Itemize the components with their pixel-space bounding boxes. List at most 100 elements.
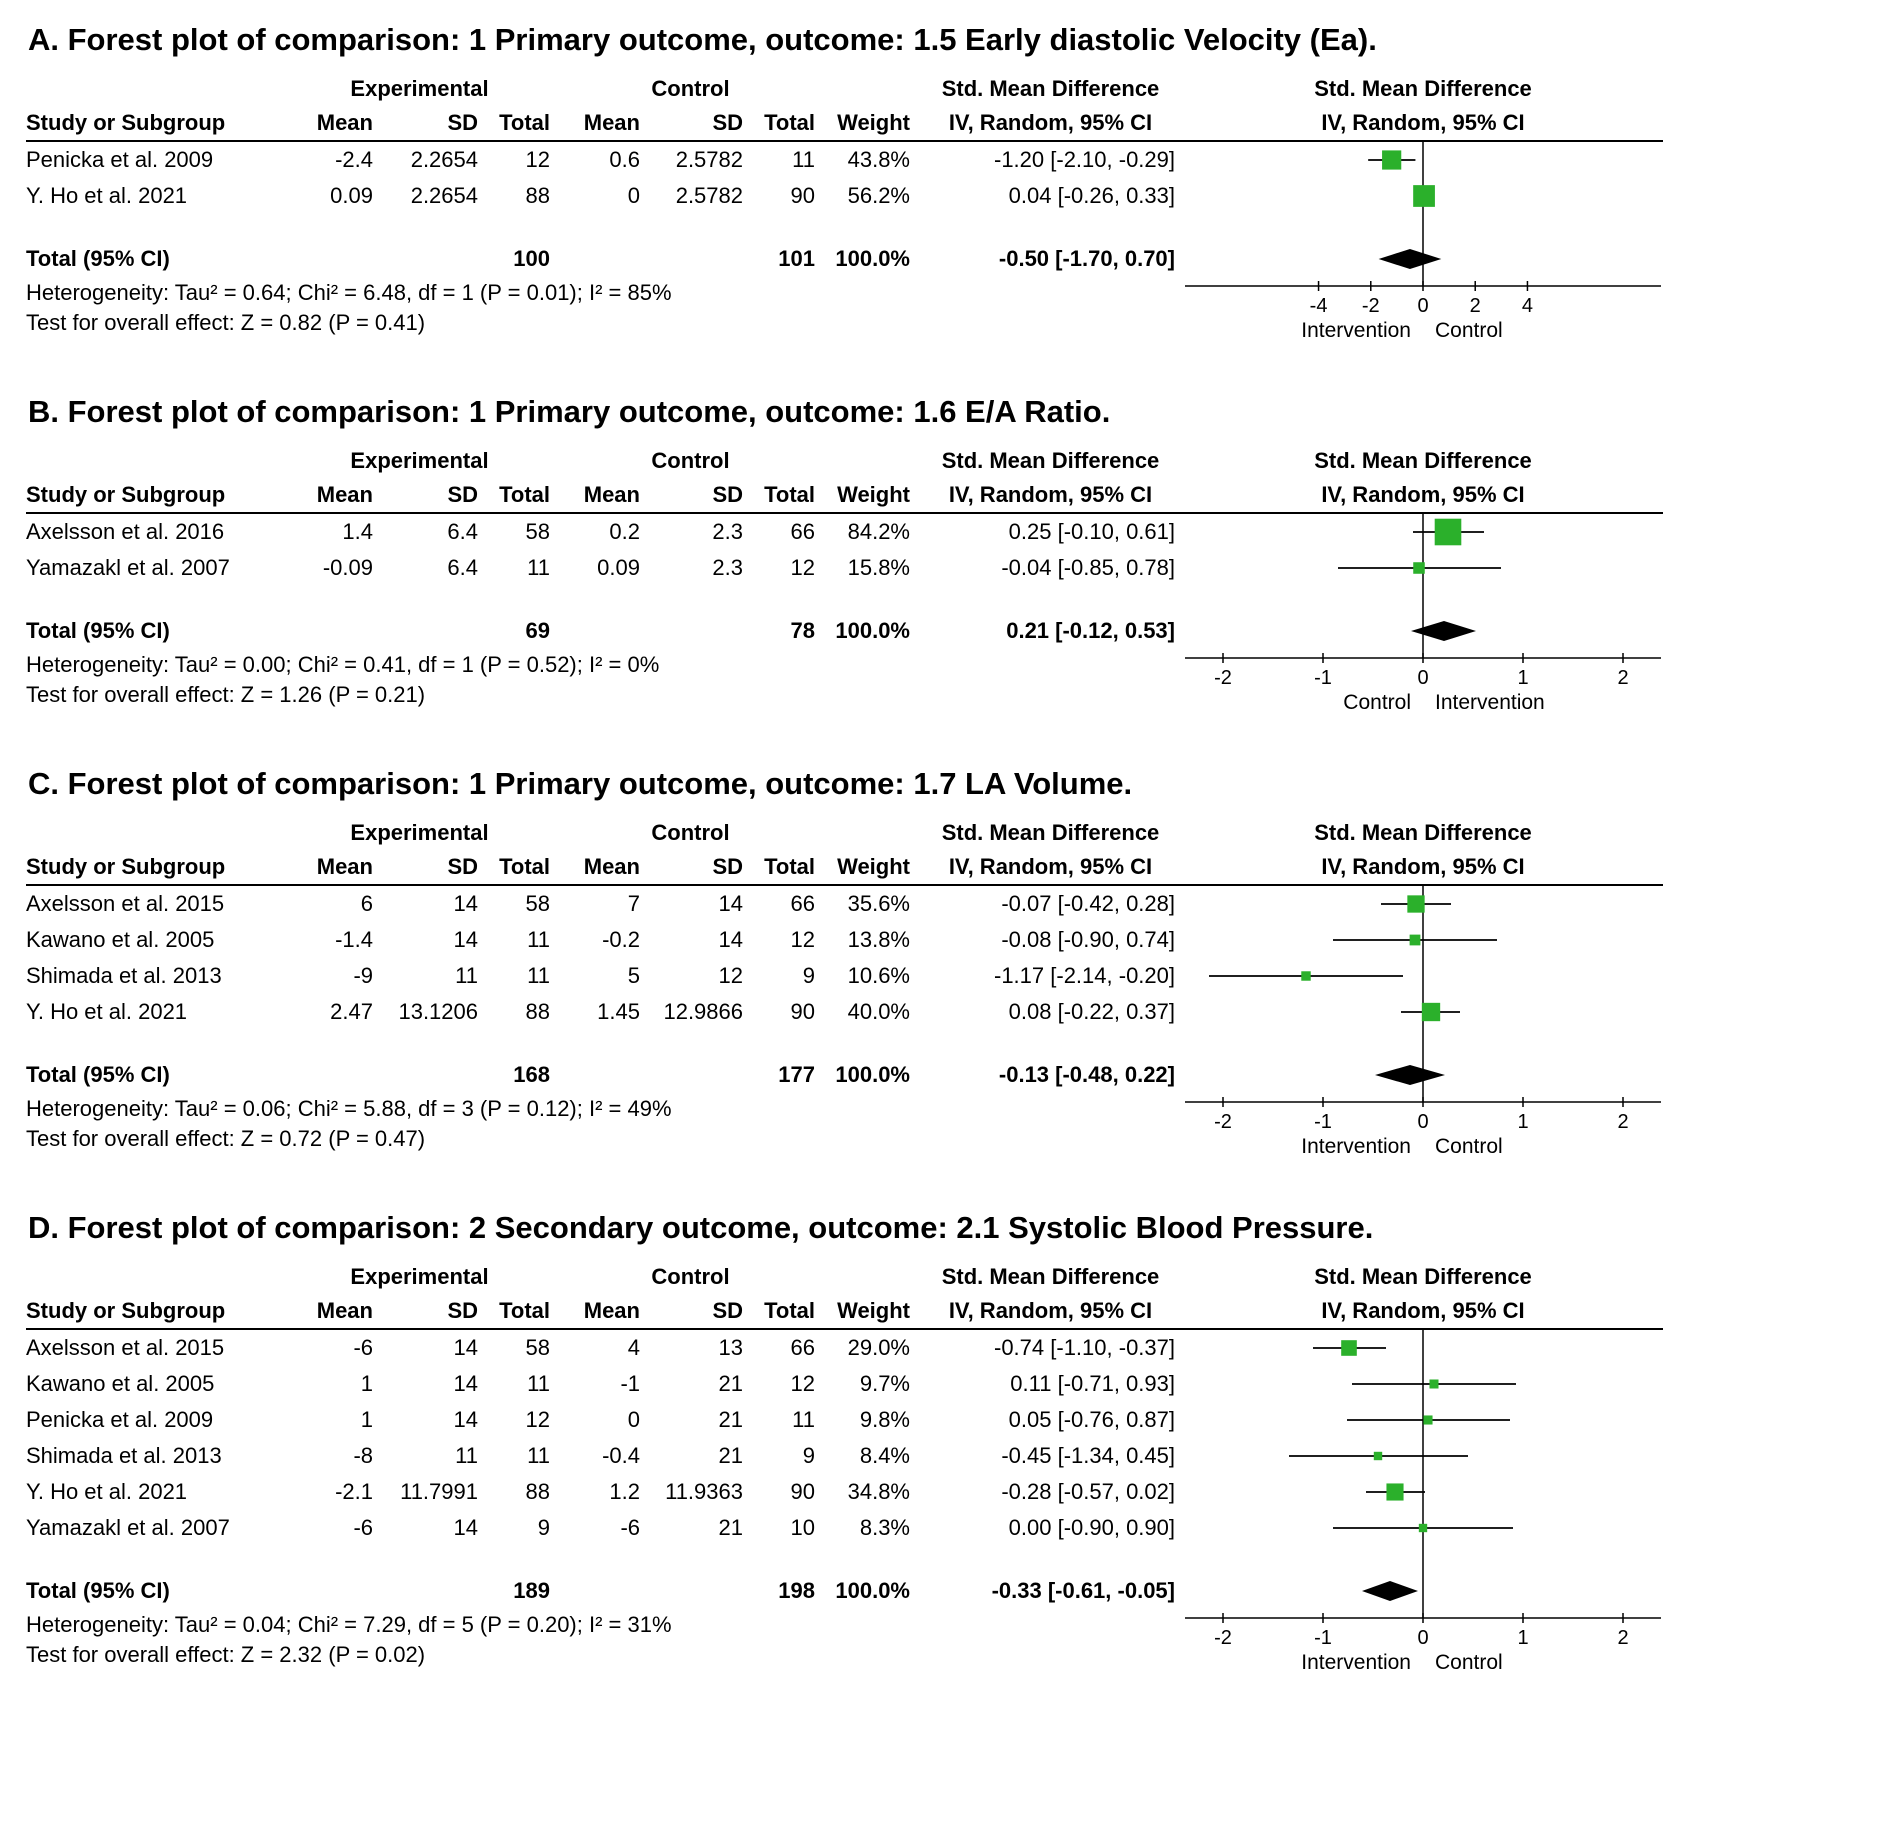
experimental-group-header: Experimental xyxy=(350,76,489,101)
total-row: Total (95% CI) 189 198 100.0% -0.33 [-0.61, … xyxy=(26,1572,1183,1610)
study-row: Kawano et al. 2005 -1.4 14 11 -0.2 14 12 13.8% -… xyxy=(26,922,1183,958)
total-exp-n: 168 xyxy=(513,1062,550,1087)
study-ci-text: -0.45 [-1.34, 0.45] xyxy=(1001,1443,1175,1468)
panel-title: D. Forest plot of comparison: 2 Secondar… xyxy=(28,1210,1374,1245)
panel-title: B. Forest plot of comparison: 1 Primary … xyxy=(28,394,1111,429)
tick-label: -4 xyxy=(1310,295,1328,317)
group-header-row: Experimental Control Std. Mean Difference xyxy=(26,1260,1183,1294)
total-diamond xyxy=(1362,1581,1418,1601)
effect-square xyxy=(1423,1415,1433,1425)
exp-sd-header: SD xyxy=(447,854,478,879)
study-t2: 90 xyxy=(790,999,815,1024)
total-row: Total (95% CI) 168 177 100.0% -0.13 [-0.48, … xyxy=(26,1056,1183,1094)
study-m2: 5 xyxy=(627,963,640,988)
study-t1: 12 xyxy=(525,147,550,172)
study-w: 9.7% xyxy=(859,1371,910,1396)
study-column-header: Study or Subgroup xyxy=(26,854,226,879)
experimental-group-header: Experimental xyxy=(350,820,489,845)
study-sd1: 13.1206 xyxy=(398,999,478,1024)
study-m2: 0.09 xyxy=(597,555,640,580)
column-header-row: Study or Subgroup Mean SD Total Mean SD Total W… xyxy=(26,850,1183,884)
study-row: Shimada et al. 2013 -9 11 11 5 12 9 10.6% -1.17 … xyxy=(26,958,1183,994)
study-t1: 11 xyxy=(527,1443,550,1468)
study-name: Kawano et al. 2005 xyxy=(26,1371,215,1396)
study-m2: 7 xyxy=(627,891,640,916)
study-m2: 0 xyxy=(627,1407,640,1432)
study-column-header: Study or Subgroup xyxy=(26,110,226,135)
study-m1: -6 xyxy=(353,1335,373,1360)
study-m1: -2.1 xyxy=(335,1479,373,1504)
study-w: 29.0% xyxy=(847,1335,910,1360)
tick-label: -2 xyxy=(1362,295,1380,317)
study-name: Kawano et al. 2005 xyxy=(26,927,215,952)
study-m2: 1.45 xyxy=(597,999,640,1024)
experimental-group-header: Experimental xyxy=(350,1264,489,1289)
study-m1: -2.4 xyxy=(335,147,373,172)
iv-header: IV, Random, 95% CI xyxy=(948,110,1153,135)
tick-label: 0 xyxy=(1417,667,1428,689)
overall-effect-text: Test for overall effect: Z = 0.82 (P = 0… xyxy=(26,310,426,335)
study-m2: 0 xyxy=(627,183,640,208)
iv-header: IV, Random, 95% CI xyxy=(948,482,1153,507)
effect-square xyxy=(1413,185,1435,207)
study-t1: 88 xyxy=(525,183,550,208)
heterogeneity-text: Heterogeneity: Tau² = 0.06; Chi² = 5.88,… xyxy=(26,1096,672,1121)
left-direction-label: Intervention xyxy=(1301,1135,1411,1158)
study-name: Penicka et al. 2009 xyxy=(26,1407,214,1432)
effect-square xyxy=(1429,1379,1439,1389)
study-row: Y. Ho et al. 2021 0.09 2.2654 88 0 2.5782 90 56… xyxy=(26,178,1183,214)
study-ci-text: 0.00 [-0.90, 0.90] xyxy=(1008,1515,1175,1540)
study-sd1: 2.2654 xyxy=(410,147,478,172)
effect-square xyxy=(1413,562,1425,574)
row-spacer xyxy=(26,1546,1183,1572)
study-w: 43.8% xyxy=(847,147,910,172)
study-sd1: 14 xyxy=(453,1335,478,1360)
study-sd2: 14 xyxy=(718,927,743,952)
study-w: 35.6% xyxy=(847,891,910,916)
tick-label: -2 xyxy=(1214,667,1232,689)
effect-square xyxy=(1382,150,1402,170)
smd-column-header: Std. Mean Difference xyxy=(941,1264,1160,1289)
column-header-row: Study or Subgroup Mean SD Total Mean SD Total W… xyxy=(26,478,1183,512)
total-ctrl-n: 78 xyxy=(790,618,815,643)
study-t2: 11 xyxy=(792,1407,815,1432)
total-label: Total (95% CI) xyxy=(26,1578,170,1603)
study-sd2: 2.5782 xyxy=(675,147,743,172)
study-sd2: 21 xyxy=(718,1515,743,1540)
control-group-header: Control xyxy=(651,1264,730,1289)
tick-label: -1 xyxy=(1314,1111,1332,1133)
study-m2: -0.2 xyxy=(602,927,640,952)
study-t2: 10 xyxy=(790,1515,815,1540)
study-w: 8.3% xyxy=(859,1515,910,1540)
control-group-header: Control xyxy=(651,820,730,845)
group-header-row: Experimental Control Std. Mean Difference xyxy=(26,816,1183,850)
total-ci-text: -0.33 [-0.61, -0.05] xyxy=(991,1578,1175,1603)
right-direction-label: Control xyxy=(1435,319,1503,342)
study-column-header: Study or Subgroup xyxy=(26,1298,226,1323)
study-m2: 1.2 xyxy=(609,1479,640,1504)
panel-title: A. Forest plot of comparison: 1 Primary … xyxy=(28,22,1377,57)
study-sd2: 2.3 xyxy=(712,555,743,580)
study-sd1: 6.4 xyxy=(447,519,478,544)
study-w: 13.8% xyxy=(847,927,910,952)
tick-label: 2 xyxy=(1617,1111,1628,1133)
tick-label: 4 xyxy=(1522,295,1533,317)
study-name: Yamazakl et al. 2007 xyxy=(26,1515,230,1540)
heterogeneity-text: Heterogeneity: Tau² = 0.04; Chi² = 7.29,… xyxy=(26,1612,672,1637)
control-group-header: Control xyxy=(651,76,730,101)
total-label: Total (95% CI) xyxy=(26,246,170,271)
study-sd2: 12.9866 xyxy=(663,999,743,1024)
study-ci-text: -1.17 [-2.14, -0.20] xyxy=(994,963,1175,988)
total-exp-n: 189 xyxy=(513,1578,550,1603)
plot-smd-header: Std. Mean Difference xyxy=(1314,448,1532,473)
study-m2: 0.6 xyxy=(609,147,640,172)
study-column-header: Study or Subgroup xyxy=(26,482,226,507)
study-ci-text: 0.25 [-0.10, 0.61] xyxy=(1008,519,1175,544)
study-t2: 90 xyxy=(790,1479,815,1504)
study-name: Y. Ho et al. 2021 xyxy=(26,183,188,208)
study-m2: -6 xyxy=(620,1515,640,1540)
ctrl-mean-header: Mean xyxy=(583,482,640,507)
study-ci-text: 0.08 [-0.22, 0.37] xyxy=(1008,999,1175,1024)
study-row: Yamazakl et al. 2007 -0.09 6.4 11 0.09 2.3 12 1… xyxy=(26,550,1183,586)
right-direction-label: Control xyxy=(1435,1135,1503,1158)
